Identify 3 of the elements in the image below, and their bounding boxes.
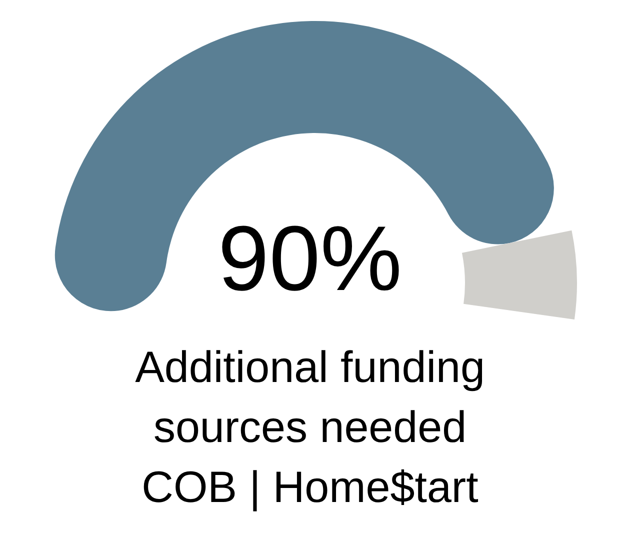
text: Additional funding sources needed	[134, 342, 486, 454]
text: COB | Home$tart	[140, 462, 480, 514]
data-label: 90%	[218, 208, 402, 310]
